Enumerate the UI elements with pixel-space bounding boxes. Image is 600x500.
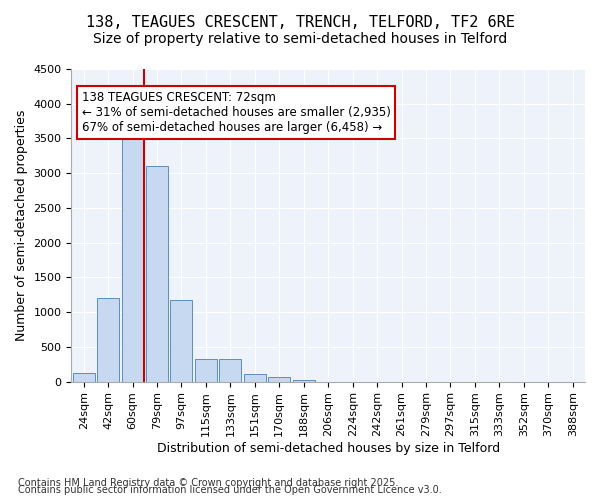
Bar bbox=[195, 358, 217, 382]
Bar bbox=[97, 298, 119, 382]
Bar bbox=[73, 374, 95, 382]
Text: Contains public sector information licensed under the Open Government Licence v3: Contains public sector information licen… bbox=[18, 485, 442, 495]
Bar bbox=[293, 380, 315, 382]
Text: Size of property relative to semi-detached houses in Telford: Size of property relative to semi-detach… bbox=[93, 32, 507, 46]
X-axis label: Distribution of semi-detached houses by size in Telford: Distribution of semi-detached houses by … bbox=[157, 442, 500, 455]
Text: 138, TEAGUES CRESCENT, TRENCH, TELFORD, TF2 6RE: 138, TEAGUES CRESCENT, TRENCH, TELFORD, … bbox=[86, 15, 514, 30]
Bar bbox=[244, 374, 266, 382]
Y-axis label: Number of semi-detached properties: Number of semi-detached properties bbox=[15, 110, 28, 341]
Text: 138 TEAGUES CRESCENT: 72sqm
← 31% of semi-detached houses are smaller (2,935)
67: 138 TEAGUES CRESCENT: 72sqm ← 31% of sem… bbox=[82, 91, 391, 134]
Bar bbox=[220, 360, 241, 382]
Bar bbox=[268, 378, 290, 382]
Text: Contains HM Land Registry data © Crown copyright and database right 2025.: Contains HM Land Registry data © Crown c… bbox=[18, 478, 398, 488]
Bar bbox=[146, 166, 168, 382]
Bar bbox=[170, 300, 193, 382]
Bar bbox=[122, 137, 143, 382]
